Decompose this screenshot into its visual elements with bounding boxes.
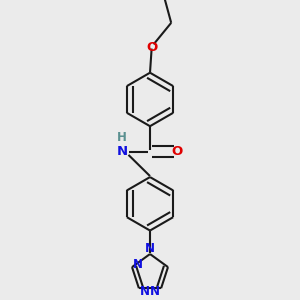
Text: N: N: [116, 145, 128, 158]
Text: O: O: [171, 145, 182, 158]
Text: N: N: [140, 285, 150, 298]
Text: O: O: [146, 41, 157, 54]
Text: H: H: [117, 131, 127, 145]
Text: N: N: [133, 258, 143, 271]
Text: N: N: [150, 285, 160, 298]
Text: N: N: [145, 242, 155, 255]
